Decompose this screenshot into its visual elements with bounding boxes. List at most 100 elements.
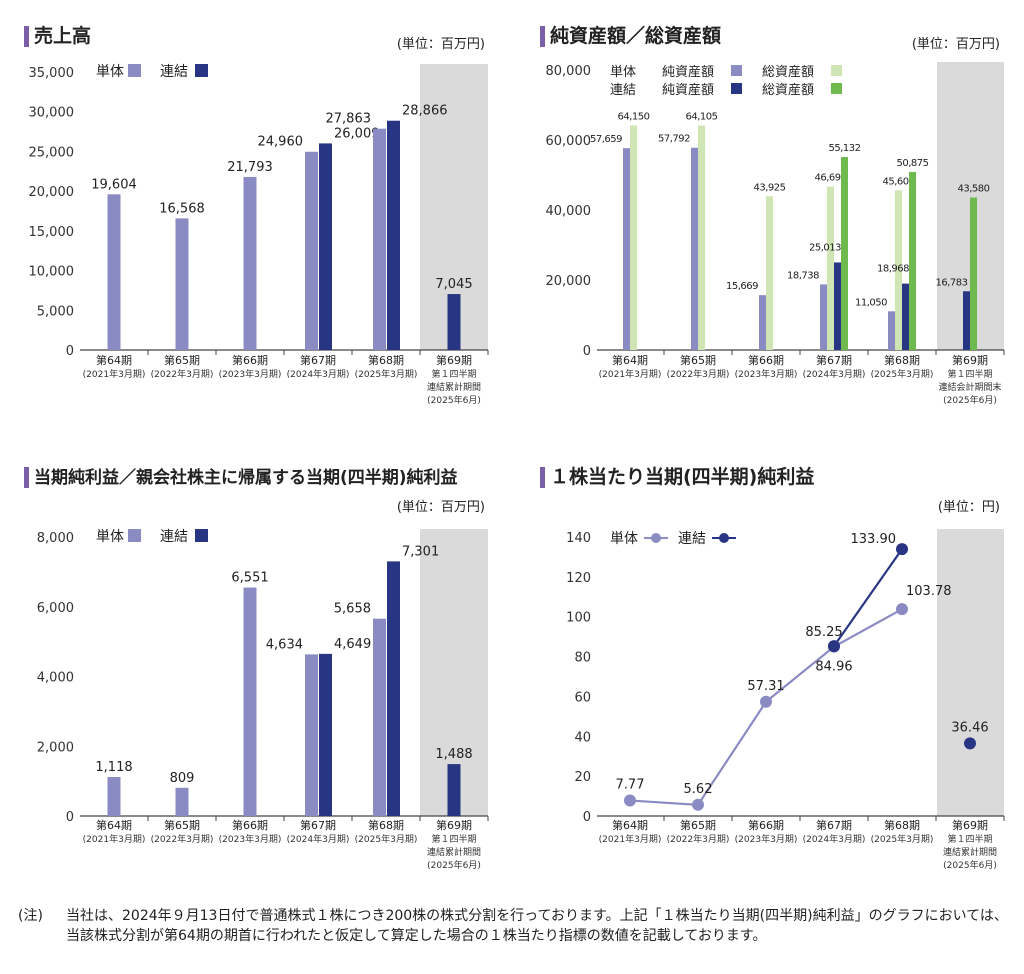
sales-title-bar [24,26,29,47]
assets-category-label: 第64期 [612,353,648,367]
profit-bar-single [305,654,318,816]
eps-ytick: 120 [566,571,591,586]
assets-data-label: 64,105 [686,112,718,123]
sales-bar-single [107,194,121,350]
profit-legend-consol-label: 連結 [160,529,188,545]
eps-data-label: 103.78 [906,584,952,599]
sales-bar-consol [319,143,332,350]
sales-bar-single [305,151,318,350]
sales-data-label: 27,863 [326,112,372,127]
assets-ytick: 40,000 [546,204,592,219]
assets-bar-net-single [820,284,827,350]
assets-category-label: 第65期 [680,353,716,367]
assets-ytick: 60,000 [546,134,592,149]
profit-category-sublabel: (2023年3月期) [219,833,282,845]
profit-data-label: 809 [170,771,195,786]
profit-category-sublabel: (2025年6月) [427,859,481,871]
profit-bar-single [243,587,257,816]
assets-legend-single-label: 単体 [610,64,636,80]
profit-bar-single [107,777,121,816]
charts-canvas: 売上高 (単位：百万円) 35,000 30,000 25,000 20,000 15,00… [24,24,1005,871]
profit-category-label: 第66期 [232,818,268,832]
sales-data-label: 7,045 [435,277,472,292]
profit-category-sublabel: (2021年3月期) [83,833,146,845]
profit-category-label: 第64期 [96,818,132,832]
profit-data-label: 6,551 [231,571,268,586]
sales-ytick: 10,000 [29,265,75,280]
sales-category-sublabel: (2025年3月期) [355,368,418,380]
profit-category-label: 第67期 [300,818,336,832]
assets-ytick: 0 [583,344,591,359]
assets-category-label: 第67期 [816,353,852,367]
sales-ytick: 5,000 [37,304,74,319]
assets-title-bar [540,26,545,47]
assets-data-label: 46,690 [815,173,847,184]
assets-legend-net-single-swatch [731,65,742,76]
sales-legend-single-swatch [128,64,141,77]
assets-bar-net-single [888,311,895,350]
assets-bar-total-consol [909,171,916,350]
footnote: (注) 当社は、2024年９月13日付で普通株式１株につき200株の株式分割を行… [18,906,1012,946]
sales-ytick: 25,000 [29,145,75,160]
assets-data-label: 11,050 [855,297,887,308]
assets-legend-consol-label: 連結 [610,83,636,98]
eps-point-single [760,695,772,708]
eps-title: １株当たり当期(四半期)純利益 [550,465,814,488]
assets-data-label: 18,968 [877,264,909,275]
sales-category-sublabel: (2022年3月期) [151,368,214,380]
eps-point-consol [828,640,840,653]
assets-bar-net-single [623,148,630,350]
sales-category-label: 第66期 [232,353,268,367]
sales-data-label: 28,866 [402,104,448,119]
sales-legend-consol-swatch [195,64,208,77]
eps-data-label: 57.31 [747,679,784,694]
eps-category-sublabel: (2023年3月期) [735,833,798,845]
eps-line-consol [833,548,903,647]
profit-unit: (単位：百万円) [397,499,485,515]
eps-category-sublabel: (2025年6月) [943,859,997,871]
sales-data-label: 26,009 [334,126,380,141]
profit-data-label: 4,649 [334,637,371,652]
eps-data-label: 36.46 [951,720,988,735]
eps-data-label: 5.62 [684,782,713,797]
eps-ytick: 20 [574,770,591,785]
assets-data-label: 55,132 [829,143,861,154]
eps-point-consol [896,543,908,556]
sales-category-label: 第65期 [164,353,200,367]
eps-category-label: 第66期 [748,818,784,832]
sales-ytick: 30,000 [29,106,75,121]
eps-legend-single-label: 単体 [610,531,638,547]
assets-bar-total-single [895,190,902,350]
assets-data-label: 43,580 [958,183,990,194]
eps-category-label: 第65期 [680,818,716,832]
eps-category-sublabel: 第１四半期 [947,833,992,845]
sales-ytick: 20,000 [29,185,75,200]
assets-data-label: 18,738 [787,270,819,281]
assets-category-sublabel: (2025年3月期) [871,368,934,380]
sales-bar-single [175,218,189,350]
profit-legend-single-swatch [128,529,141,542]
profit-data-label: 1,488 [435,747,472,762]
sales-legend-consol-label: 連結 [160,64,188,80]
eps-category-sublabel: (2025年3月期) [871,833,934,845]
assets-data-label: 57,792 [658,134,690,145]
sales-category-label: 第64期 [96,353,132,367]
assets-category-label: 第68期 [884,353,920,367]
eps-ytick: 140 [566,531,591,546]
sales-bar-single [373,128,386,350]
eps-ytick: 80 [574,651,591,666]
sales-bar-consol [447,294,461,350]
profit-category-sublabel: (2025年3月期) [355,833,418,845]
assets-bar-net-single [759,295,766,350]
assets-ytick: 20,000 [546,274,592,289]
sales-ytick: 15,000 [29,225,75,240]
profit-data-label: 4,634 [266,637,303,652]
profit-ytick: 8,000 [37,531,74,546]
sales-unit: (単位：百万円) [397,36,485,52]
sales-category-sublabel: (2024年3月期) [287,368,350,380]
sales-data-label: 19,604 [91,177,137,192]
assets-bar-total-single [698,125,705,350]
assets-category-label: 第66期 [748,353,784,367]
sales-category-sublabel: 連結累計期間 [427,381,481,393]
eps-category-label: 第64期 [612,818,648,832]
